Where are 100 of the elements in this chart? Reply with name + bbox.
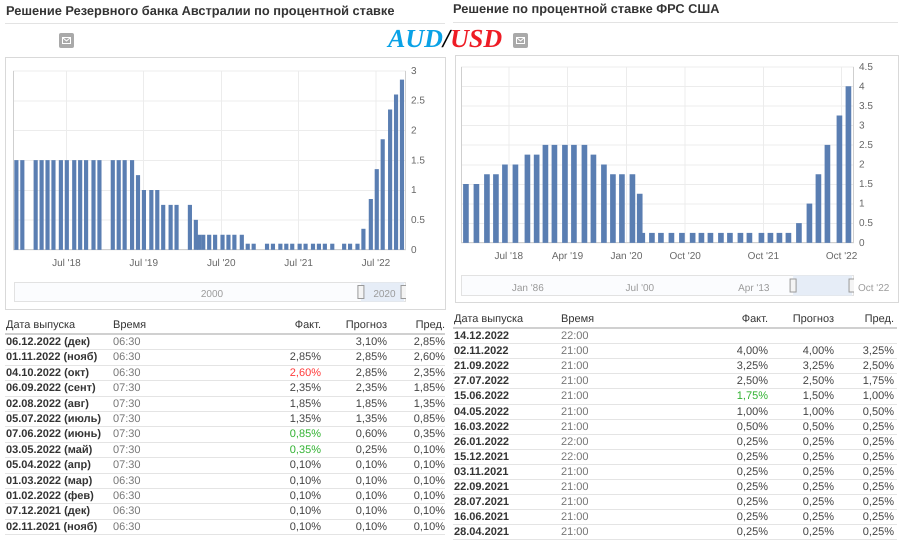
bar: [552, 144, 558, 243]
text: 0,10%: [414, 458, 445, 473]
bar: [534, 154, 540, 243]
bar: [316, 244, 322, 250]
bar: [484, 174, 490, 243]
bar: [474, 184, 480, 243]
text: 02.11.2022: [454, 344, 508, 358]
text: 0,10%: [414, 442, 445, 458]
text: 0,10%: [356, 520, 387, 534]
bar: [304, 244, 308, 250]
text: 0,25%: [862, 420, 894, 434]
bar: [836, 116, 842, 243]
text: 0,25%: [736, 525, 768, 540]
category-label: Прогноз: [792, 312, 834, 327]
bar: [232, 234, 236, 250]
category-label: Факт.: [742, 312, 768, 327]
x-tick-label: Jul '21: [284, 258, 314, 269]
text: 07:30: [113, 381, 141, 396]
bar: [668, 232, 674, 243]
bar: [220, 234, 225, 250]
text: 05.07.2022 (июль): [6, 412, 102, 426]
text: 01.02.2022 (фев): [6, 489, 94, 504]
text: 21:00: [561, 374, 589, 388]
bar: [768, 232, 774, 243]
text: 0,25%: [802, 510, 834, 524]
bar: [679, 232, 685, 243]
text: 3,25%: [802, 359, 834, 374]
text: 07:30: [113, 442, 141, 458]
text: 0,10%: [356, 474, 387, 488]
text: Oct '22: [858, 283, 890, 295]
text: 06:30: [113, 366, 141, 380]
text: 2,35%: [414, 366, 445, 380]
bar: [264, 244, 270, 250]
text: 15.12.2021: [454, 450, 510, 464]
text: 01.11.2022 (нояб): [6, 350, 98, 365]
text: 0,35%: [414, 427, 445, 442]
bar: [824, 144, 830, 243]
text: 21:00: [561, 464, 589, 479]
bar: [463, 184, 469, 243]
text: 07.12.2021 (дек): [6, 504, 90, 519]
bar: [786, 232, 792, 243]
text: 1,35%: [290, 412, 321, 426]
text: 0,50%: [736, 420, 768, 434]
x-tick-label: Jan '20: [610, 250, 643, 262]
bar: [562, 144, 568, 243]
text: 0,50%: [802, 420, 834, 434]
text: 2020: [373, 289, 396, 301]
text: 2,50%: [802, 374, 834, 388]
text: 21:00: [561, 510, 589, 524]
text: 0,25%: [862, 434, 894, 449]
category-label: Прогноз: [346, 318, 387, 333]
bar: [188, 204, 192, 250]
y-tick-label: 2.5: [411, 96, 426, 107]
bar: [738, 232, 744, 243]
text: 0,85%: [414, 412, 445, 426]
bar: [493, 174, 499, 243]
text: 16.06.2021: [454, 510, 510, 524]
bar: [502, 164, 508, 243]
text: 21:00: [561, 359, 589, 374]
text: 0,85%: [290, 427, 321, 442]
text: 4,00%: [802, 344, 834, 358]
bar: [322, 244, 327, 250]
text: 0,60%: [356, 427, 387, 442]
bar: [174, 204, 179, 250]
bar: [355, 244, 360, 250]
bar: [84, 160, 88, 250]
y-tick-label: 0: [411, 244, 417, 256]
text: 07:30: [113, 427, 141, 442]
y-tick-label: 1: [859, 198, 865, 210]
text: 4,00%: [736, 344, 768, 358]
bar: [619, 174, 625, 243]
bar: [342, 244, 346, 250]
text: 0,25%: [862, 464, 894, 479]
text: 26.01.2022: [454, 434, 510, 449]
x-tick-label: Jul '18: [52, 258, 82, 269]
chart-title: Решение Резервного банка Австралии по процентной ставке: [6, 3, 394, 19]
category-label: Дата выпуска: [454, 312, 524, 327]
y-tick-label: 1.5: [411, 155, 426, 166]
y-tick-label: 1: [411, 185, 417, 196]
text: 2,60%: [290, 366, 321, 380]
category-label: Дата выпуска: [6, 318, 76, 333]
text: 28.07.2021: [454, 495, 510, 510]
text: 06:30: [113, 489, 141, 504]
text: 1,00%: [802, 404, 834, 419]
bar: [361, 228, 366, 250]
text: 05.04.2022 (апр): [6, 458, 91, 473]
y-tick-label: 4.5: [859, 62, 874, 73]
text: 2,85%: [356, 350, 387, 365]
y-tick-label: 2.5: [859, 140, 874, 151]
text: 0,10%: [290, 458, 321, 473]
category-label: Время: [561, 312, 594, 327]
text: 2,50%: [862, 359, 894, 374]
bar: [51, 160, 56, 250]
category-label: Пред.: [416, 318, 445, 333]
text: 22.09.2021: [454, 480, 510, 494]
x-tick-label: Oct '21: [748, 250, 780, 262]
bar: [330, 244, 334, 250]
text: 1,35%: [356, 412, 387, 426]
bar: [142, 190, 146, 250]
y-tick-label: 0.5: [411, 214, 426, 226]
